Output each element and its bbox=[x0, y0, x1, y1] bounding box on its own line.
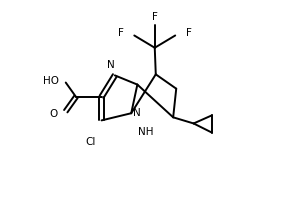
Text: NH: NH bbox=[138, 127, 153, 137]
Text: F: F bbox=[186, 28, 191, 39]
Text: F: F bbox=[118, 28, 124, 39]
Text: F: F bbox=[152, 13, 158, 22]
Text: O: O bbox=[50, 109, 58, 119]
Text: Cl: Cl bbox=[85, 137, 96, 147]
Text: N: N bbox=[133, 108, 141, 118]
Text: HO: HO bbox=[43, 76, 59, 86]
Text: N: N bbox=[107, 60, 115, 70]
